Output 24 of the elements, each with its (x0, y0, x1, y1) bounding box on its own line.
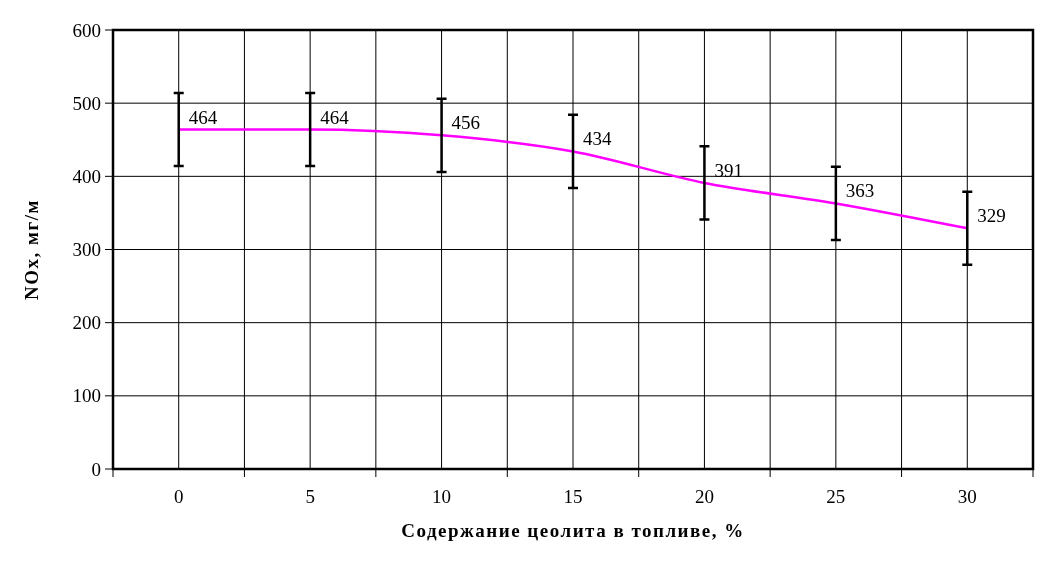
y-tick-label: 600 (72, 19, 101, 41)
y-tick-label: 300 (72, 239, 101, 261)
data-label: 464 (320, 106, 350, 128)
y-tick-label: 0 (91, 458, 101, 480)
x-tick-label: 10 (432, 486, 452, 507)
x-tick-label: 20 (694, 486, 714, 507)
data-label: 456 (451, 112, 481, 134)
data-label: 363 (845, 180, 875, 202)
x-tick-label: 30 (957, 486, 977, 507)
data-label: 391 (714, 159, 743, 181)
data-label: 329 (977, 205, 1006, 227)
x-axis-title: Содержание цеолита в топливе, % (401, 520, 745, 541)
y-tick-label: 400 (72, 165, 101, 187)
y-tick-label: 500 (72, 92, 101, 114)
x-tick-label: 0 (173, 486, 184, 507)
y-tick-label: 200 (72, 312, 101, 334)
x-tick-label: 15 (563, 486, 583, 507)
data-label: 434 (583, 128, 612, 150)
y-tick-label: 100 (72, 385, 101, 407)
line-series (177, 128, 969, 230)
y-axis-title: NOx, мг/м (21, 199, 42, 300)
x-tick-label: 5 (305, 486, 315, 507)
x-tick-label: 25 (826, 486, 846, 507)
data-label: 464 (188, 106, 218, 128)
